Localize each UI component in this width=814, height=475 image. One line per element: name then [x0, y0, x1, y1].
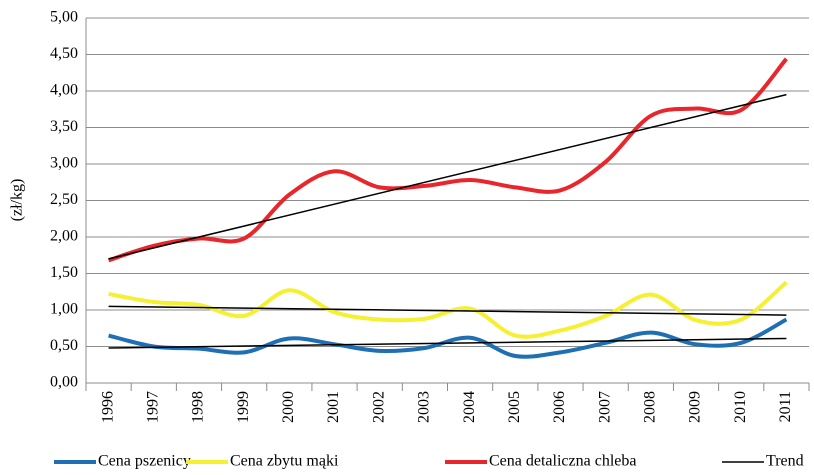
y-tick-label: 5,00	[50, 9, 78, 26]
x-tick-label: 2002	[370, 391, 387, 423]
x-tick-label: 2006	[551, 391, 568, 423]
legend-label: Cena zbytu mąki	[230, 453, 339, 470]
x-tick-label: 2007	[596, 391, 613, 423]
trend-line	[108, 337, 787, 349]
x-tick-label: 1997	[144, 391, 161, 423]
y-tick-label: 1,50	[50, 264, 78, 281]
x-tick-label: 2011	[777, 391, 794, 422]
x-tick-label: 2001	[325, 391, 342, 423]
y-tick-label: 1,00	[50, 301, 78, 318]
x-tick-label: 2003	[416, 391, 433, 423]
x-tick-label: 1999	[235, 391, 252, 423]
y-tick-label: 2,50	[50, 191, 78, 208]
y-tick-label: 2,00	[50, 228, 78, 245]
x-tick-label: 2008	[642, 391, 659, 423]
y-tick-label: 0,50	[50, 337, 78, 354]
trend-line	[108, 93, 787, 260]
series-line	[108, 317, 788, 359]
x-tick-label: 1996	[99, 391, 116, 423]
y-tick-label: 3,50	[50, 118, 78, 135]
x-tick-label: 2009	[687, 391, 704, 423]
x-tick-label: 2000	[280, 391, 297, 423]
x-tick-label: 2010	[732, 391, 749, 423]
x-tick-label: 2004	[461, 391, 478, 423]
y-axis-label: (zł/kg)	[9, 179, 26, 222]
series-line	[107, 57, 788, 263]
y-tick-label: 0,00	[50, 374, 78, 391]
series-line	[108, 280, 788, 339]
x-tick-label: 1998	[190, 391, 207, 423]
y-tick-label: 4,50	[50, 45, 78, 62]
legend-label: Cena pszenicy	[98, 453, 191, 470]
y-tick-label: 3,00	[50, 155, 78, 172]
trend-line	[108, 305, 787, 316]
y-tick-label: 4,00	[50, 82, 78, 99]
legend-label: Cena detaliczna chleba	[489, 453, 636, 470]
legend-label: Trend	[766, 453, 804, 470]
x-tick-label: 2005	[506, 391, 523, 423]
